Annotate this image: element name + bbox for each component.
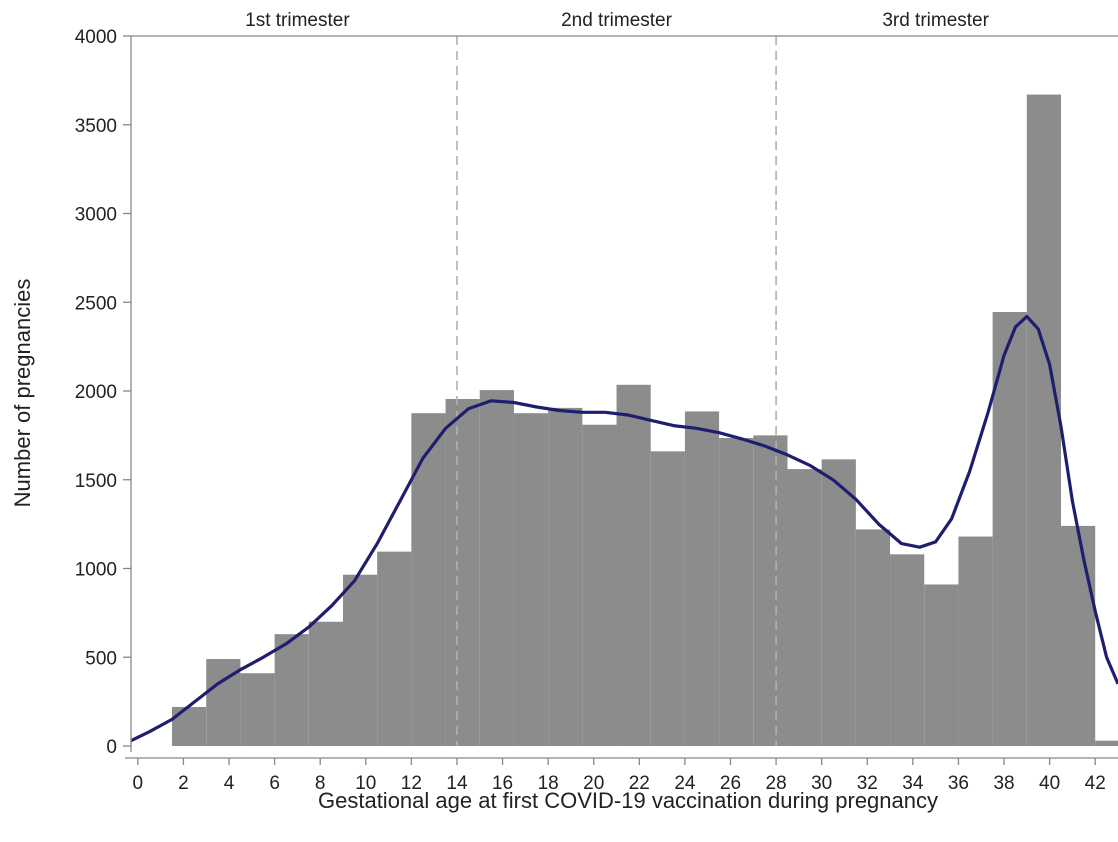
x-tick-label: 12 [401,773,422,794]
x-tick-label: 32 [857,773,878,794]
x-tick-label: 4 [224,773,235,794]
x-tick-label: 10 [355,773,376,794]
x-tick-label: 30 [811,773,832,794]
bar-17 [753,435,788,746]
bar-26 [1061,525,1096,746]
bar-0 [172,706,207,746]
y-axis-title: Number of pregnancies [10,279,35,508]
bar-2 [240,673,275,746]
bar-4 [308,621,343,746]
bar-3 [274,634,309,746]
bar-20 [855,529,891,746]
x-tick-label: 28 [766,773,787,794]
x-tick-label: 40 [1039,773,1060,794]
y-tick-label: 3000 [75,205,117,226]
y-tick-label: 1000 [75,560,117,581]
x-tick-label: 22 [629,773,650,794]
x-tick-label: 20 [583,773,604,794]
x-axis-title: Gestational age at first COVID-19 vaccin… [318,788,938,813]
bar-23 [958,536,993,746]
x-tick-label: 14 [446,773,468,794]
bar-27 [1095,740,1118,746]
bar-7 [411,413,446,746]
x-tick-label: 42 [1085,773,1106,794]
y-tick-label: 0 [106,737,117,758]
bar-19 [821,459,856,746]
bar-12 [582,424,617,746]
bar-24 [992,312,1027,746]
bar-5 [342,574,378,746]
bar-13 [616,384,651,746]
bar-10 [513,413,549,746]
y-tick-label: 3500 [75,116,117,137]
x-tick-label: 34 [902,773,924,794]
x-tick-label: 0 [133,773,144,794]
x-tick-label: 18 [538,773,559,794]
bar-11 [548,407,583,746]
trimester-reference-lines [456,36,777,746]
y-tick-label: 4000 [75,27,117,48]
bar-8 [445,398,480,746]
x-tick-label: 36 [948,773,969,794]
bar-6 [377,551,412,746]
bar-15 [684,411,720,746]
x-tick-label: 38 [993,773,1014,794]
bar-22 [924,584,959,746]
bar-25 [1026,94,1062,746]
bar-16 [719,438,754,746]
trimester-labels: 1st trimester 2nd trimester 3rd trimester [245,10,989,31]
y-tick-label: 500 [85,648,117,669]
trimester-label-1: 1st trimester [245,10,350,31]
x-tick-label: 8 [315,773,326,794]
histogram-bars [172,94,1118,746]
x-tick-label: 16 [492,773,513,794]
trimester-label-3: 3rd trimester [882,10,989,31]
x-tick-label: 26 [720,773,741,794]
bar-9 [479,390,514,746]
x-tick-label: 2 [178,773,189,794]
x-tick-label: 6 [269,773,280,794]
trimester-label-2: 2nd trimester [561,10,673,31]
axes [123,35,1118,765]
y-tick-label: 1500 [75,471,117,492]
bar-21 [890,554,925,746]
density-curve [130,314,1118,743]
bar-18 [787,469,822,746]
y-tick-label: 2000 [75,382,117,403]
bar-14 [650,451,685,746]
x-tick-label: 24 [674,773,696,794]
y-tick-label: 2500 [75,293,117,314]
